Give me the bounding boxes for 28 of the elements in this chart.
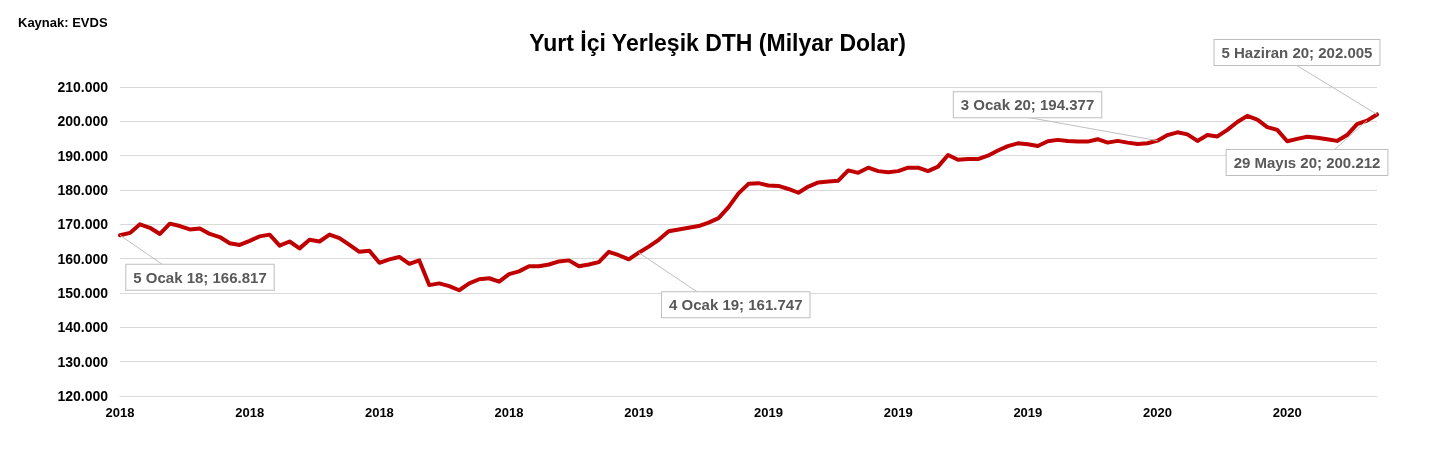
line-series bbox=[118, 112, 1379, 293]
chart-title: Yurt İçi Yerleşik DTH (Milyar Dolar) bbox=[529, 29, 906, 56]
x-tick-label: 2019 bbox=[1013, 405, 1043, 420]
x-tick-label: 2019 bbox=[753, 405, 783, 420]
y-tick-label: 170.000 bbox=[57, 216, 109, 233]
x-tick-label: 2019 bbox=[883, 405, 913, 420]
data-label: 29 Mayıs 20; 200.212 bbox=[1233, 154, 1381, 172]
y-tick-label: 190.000 bbox=[57, 147, 109, 164]
x-tick-label: 2018 bbox=[105, 405, 135, 420]
x-tick-label: 2020 bbox=[1272, 405, 1302, 420]
y-tick-label: 120.000 bbox=[57, 388, 109, 404]
data-label: 4 Ocak 19; 161.747 bbox=[669, 296, 803, 314]
y-tick-label: 210.000 bbox=[57, 79, 109, 95]
y-tick-label: 140.000 bbox=[57, 319, 109, 336]
x-tick-label: 2018 bbox=[494, 405, 524, 420]
y-tick-label: 150.000 bbox=[57, 285, 109, 301]
x-tick-label: 2018 bbox=[235, 405, 265, 420]
text: Kaynak: EVDS bbox=[18, 15, 108, 30]
y-tick-label: 130.000 bbox=[57, 353, 109, 370]
x-tick-label: 2020 bbox=[1143, 405, 1172, 420]
x-tick-label: 2018 bbox=[364, 405, 394, 420]
data-label: 5 Ocak 18; 166.817 bbox=[133, 268, 267, 286]
y-tick-label: 200.000 bbox=[57, 113, 109, 130]
data-label: 5 Haziran 20; 202.005 bbox=[1221, 43, 1373, 61]
y-tick-label: 180.000 bbox=[57, 182, 109, 198]
x-tick-label: 2019 bbox=[624, 405, 654, 420]
data-label: 3 Ocak 20; 194.377 bbox=[960, 96, 1095, 114]
y-tick-label: 160.000 bbox=[57, 250, 109, 267]
